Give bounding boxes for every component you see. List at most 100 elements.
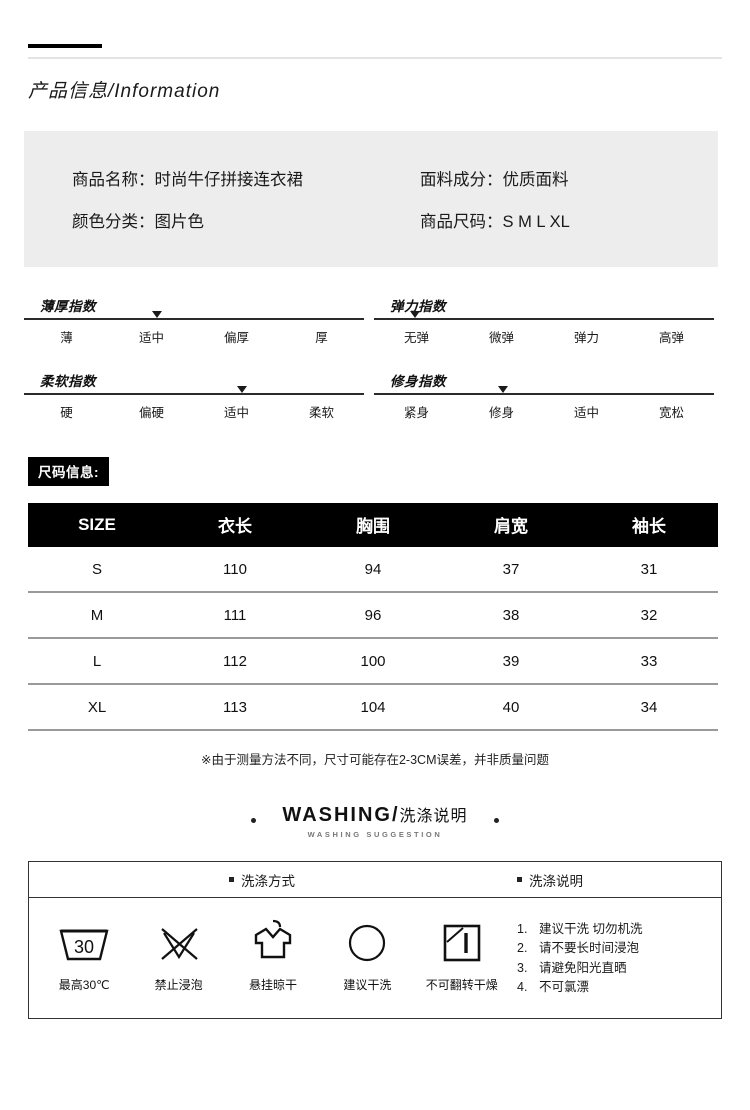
care-symbol-no-soak: 禁止浸泡 bbox=[133, 914, 225, 998]
list-item: 1. 建议干洗 切勿机洗 bbox=[517, 920, 642, 939]
size-field: 商品尺码：S M L XL bbox=[420, 213, 570, 231]
list-text: 请避免阳光直晒 bbox=[539, 960, 627, 975]
header-rules bbox=[28, 44, 750, 66]
cell-size: L bbox=[28, 638, 166, 685]
washing-title-en: WASHING/ bbox=[282, 804, 400, 826]
cell-measure: 33 bbox=[580, 638, 718, 685]
scale-label: 薄 bbox=[60, 331, 73, 345]
scale-label: 柔软 bbox=[308, 406, 334, 420]
fabric-field: 面料成分：优质面料 bbox=[420, 171, 569, 189]
care-symbol-no-tumble-dry: 不可翻转干燥 bbox=[416, 914, 508, 998]
divider-line bbox=[28, 57, 722, 59]
product-name-field: 商品名称：时尚牛仔拼接连衣裙 bbox=[72, 171, 303, 189]
list-item: 4. 不可氯漂 bbox=[517, 978, 642, 997]
table-row: S 110 94 37 31 bbox=[28, 547, 718, 593]
list-text: 请不要长时间浸泡 bbox=[539, 941, 640, 956]
care-caption: 最高30℃ bbox=[58, 978, 110, 992]
cell-measure: 37 bbox=[442, 547, 580, 593]
scale-label: 适中 bbox=[573, 406, 599, 420]
info-row: 颜色分类：图片色 商品尺码：S M L XL bbox=[24, 199, 718, 241]
washing-box-header: 洗涤方式 洗涤说明 bbox=[29, 862, 721, 898]
washing-heading: WASHING/洗涤说明 WASHING SUGGESTION bbox=[0, 802, 750, 839]
scale-label: 高弹 bbox=[658, 331, 684, 345]
column-header-bust: 胸围 bbox=[304, 503, 442, 547]
cell-measure: 94 bbox=[304, 547, 442, 593]
scale-title: 弹力指数 bbox=[390, 299, 446, 314]
washing-box: 洗涤方式 洗涤说明 30 最高30℃ bbox=[28, 861, 722, 1019]
measurement-note: ※由于测量方法不同，尺寸可能存在2-3CM误差，并非质量问题 bbox=[201, 753, 549, 767]
scale-marker bbox=[409, 311, 420, 318]
scale-label: 厚 bbox=[315, 331, 328, 345]
list-item: 3. 请避免阳光直晒 bbox=[517, 959, 642, 978]
scale-title: 柔软指数 bbox=[40, 374, 96, 389]
washing-method-heading: 洗涤方式 bbox=[229, 870, 295, 890]
care-symbols: 30 最高30℃ 禁止浸泡 bbox=[29, 914, 509, 998]
wash-tub-30-icon: 30 bbox=[38, 914, 130, 970]
column-header-size: SIZE bbox=[28, 503, 166, 547]
care-caption: 不可翻转干燥 bbox=[425, 978, 498, 992]
decorative-dot-right bbox=[493, 818, 499, 823]
svg-text:30: 30 bbox=[74, 937, 94, 957]
no-soak-icon bbox=[133, 914, 225, 970]
scale-labels: 硬 偏硬 适中 柔软 bbox=[24, 402, 364, 421]
table-row: M 111 96 38 32 bbox=[28, 592, 718, 639]
list-number: 2. bbox=[517, 941, 528, 956]
scale-label: 宽松 bbox=[658, 406, 684, 420]
cell-measure: 111 bbox=[166, 592, 304, 639]
care-symbol-wash-30: 30 最高30℃ bbox=[38, 914, 130, 998]
column-header-length: 衣长 bbox=[166, 503, 304, 547]
scale-line bbox=[24, 386, 364, 395]
care-caption: 禁止浸泡 bbox=[154, 978, 203, 992]
cell-measure: 31 bbox=[580, 547, 718, 593]
care-caption: 悬挂晾干 bbox=[248, 978, 297, 992]
scale-label: 适中 bbox=[223, 406, 249, 420]
scale-label: 无弹 bbox=[403, 331, 429, 345]
info-row: 商品名称：时尚牛仔拼接连衣裙 面料成分：优质面料 bbox=[24, 157, 718, 199]
size-table: SIZE 衣长 胸围 肩宽 袖长 S 110 94 37 31 M 111 96 38 32 L 11… bbox=[28, 503, 718, 731]
washing-title: WASHING/洗涤说明 bbox=[282, 802, 467, 827]
cell-measure: 112 bbox=[166, 638, 304, 685]
care-symbol-hang-dry: 悬挂晾干 bbox=[227, 914, 319, 998]
list-text: 建议干洗 切勿机洗 bbox=[539, 922, 643, 936]
scale-fit: 修身指数 紧身 修身 适中 宽松 bbox=[374, 364, 720, 421]
washing-subtitle: WASHING SUGGESTION bbox=[307, 830, 443, 839]
scale-label: 紧身 bbox=[403, 406, 429, 420]
scale-label: 硬 bbox=[60, 406, 73, 420]
index-scales: 薄厚指数 薄 适中 偏厚 厚 弹力指数 无弹 微弹 弹力 高弹 bbox=[24, 289, 724, 421]
scale-title: 修身指数 bbox=[390, 374, 446, 389]
decorative-dot-left bbox=[251, 818, 257, 823]
cell-measure: 32 bbox=[580, 592, 718, 639]
scale-softness: 柔软指数 硬 偏硬 适中 柔软 bbox=[24, 364, 370, 421]
scale-label: 偏厚 bbox=[223, 331, 249, 345]
list-number: 4. bbox=[517, 980, 528, 995]
list-number: 3. bbox=[517, 960, 528, 975]
cell-measure: 39 bbox=[442, 638, 580, 685]
scale-label: 微弹 bbox=[488, 331, 514, 345]
washing-notes-heading: 洗涤说明 bbox=[517, 870, 583, 890]
column-header-sleeve: 袖长 bbox=[580, 503, 718, 547]
cell-measure: 38 bbox=[442, 592, 580, 639]
care-caption: 建议干洗 bbox=[343, 978, 392, 992]
scale-elasticity: 弹力指数 无弹 微弹 弹力 高弹 bbox=[374, 289, 720, 346]
cell-size: S bbox=[28, 547, 166, 593]
cell-measure: 100 bbox=[304, 638, 442, 685]
hang-dry-icon bbox=[227, 914, 319, 970]
washing-method-label: 洗涤方式 bbox=[241, 873, 295, 889]
scale-labels: 薄 适中 偏厚 厚 bbox=[24, 327, 364, 346]
dry-clean-icon bbox=[321, 914, 413, 970]
scale-marker bbox=[498, 386, 509, 393]
square-bullet-icon bbox=[517, 877, 522, 882]
scale-line bbox=[374, 311, 714, 320]
scale-title: 薄厚指数 bbox=[40, 299, 96, 314]
scale-label: 弹力 bbox=[573, 331, 599, 345]
scale-line bbox=[24, 311, 364, 320]
cell-measure: 34 bbox=[580, 684, 718, 731]
cell-size: XL bbox=[28, 684, 166, 731]
cell-size: M bbox=[28, 592, 166, 639]
product-info-panel: 商品名称：时尚牛仔拼接连衣裙 面料成分：优质面料 颜色分类：图片色 商品尺码：S… bbox=[24, 131, 718, 267]
scale-marker bbox=[151, 311, 162, 318]
cell-measure: 113 bbox=[166, 684, 304, 731]
column-header-shoulder: 肩宽 bbox=[442, 503, 580, 547]
scale-labels: 紧身 修身 适中 宽松 bbox=[374, 402, 714, 421]
table-row: XL 113 104 40 34 bbox=[28, 684, 718, 731]
